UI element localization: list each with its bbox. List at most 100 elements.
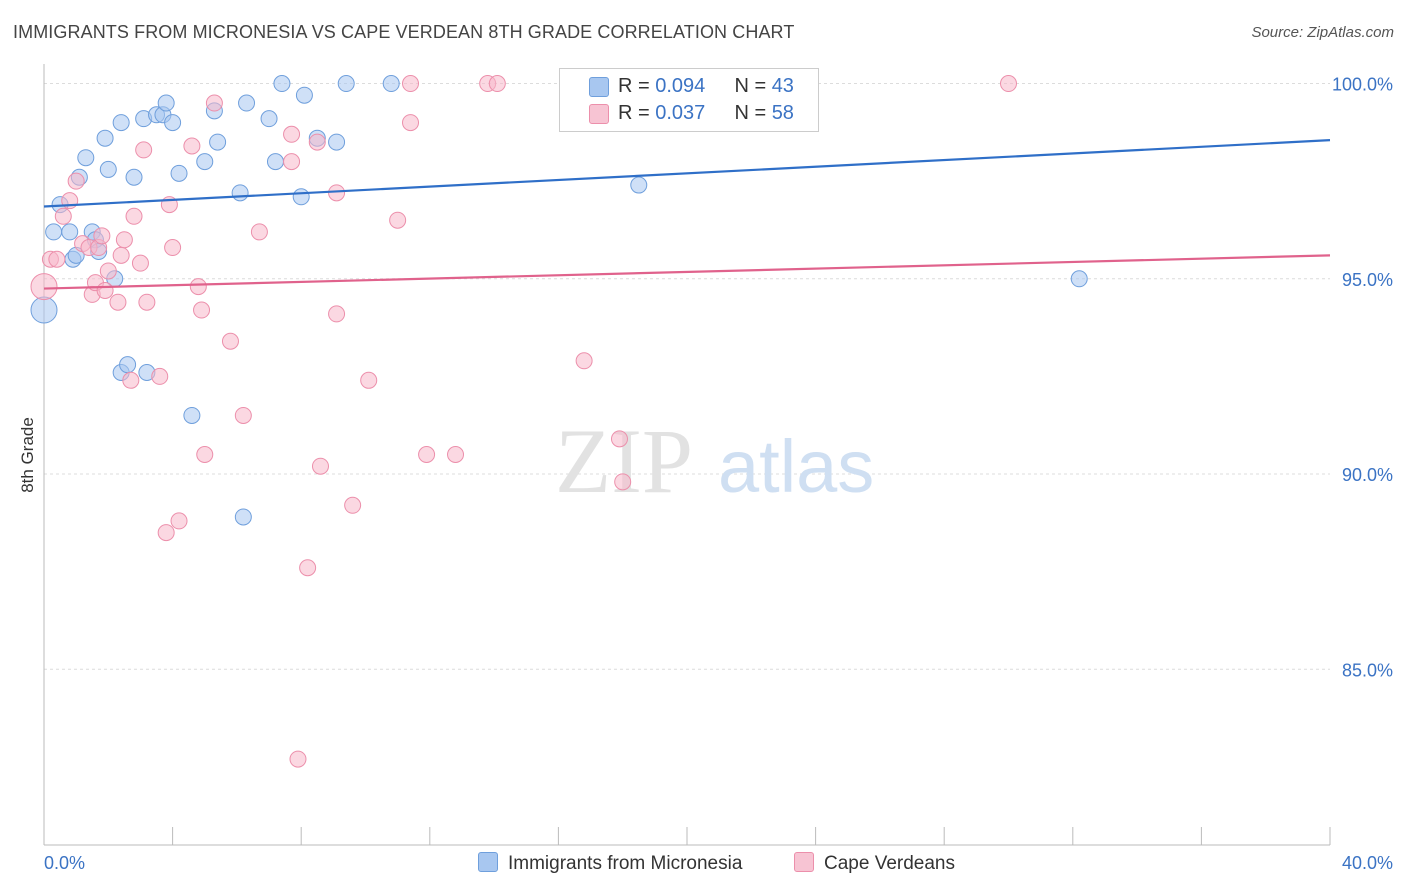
bottom-swatch-micronesia bbox=[478, 852, 498, 872]
data-point-micronesia bbox=[99, 160, 117, 178]
data-point-micronesia bbox=[266, 153, 284, 171]
data-point-micronesia bbox=[295, 86, 313, 104]
trend-lines bbox=[43, 139, 1331, 290]
data-point-cape-verdean bbox=[115, 231, 133, 249]
data-point-cape-verdean bbox=[54, 207, 72, 225]
data-point-cape-verdean bbox=[131, 254, 149, 272]
data-point-cape-verdean bbox=[328, 184, 346, 202]
data-point-micronesia bbox=[196, 153, 214, 171]
data-point-cape-verdean bbox=[164, 239, 182, 257]
data-point-cape-verdean bbox=[311, 457, 329, 475]
data-point-cape-verdean bbox=[488, 75, 506, 93]
data-point-micronesia bbox=[164, 114, 182, 132]
y-axis-label: 8th Grade bbox=[18, 417, 37, 493]
data-point-micronesia bbox=[170, 164, 188, 182]
data-point-cape-verdean bbox=[418, 446, 436, 463]
data-point-cape-verdean bbox=[610, 430, 628, 448]
data-point-cape-verdean bbox=[360, 371, 378, 389]
bottom-legend-cape-verdean: Cape Verdeans bbox=[794, 852, 955, 875]
data-point-cape-verdean bbox=[125, 207, 143, 225]
data-point-micronesia bbox=[292, 188, 310, 206]
data-point-micronesia bbox=[125, 168, 143, 186]
data-point-cape-verdean bbox=[30, 273, 58, 301]
trend-line-micronesia bbox=[43, 139, 1331, 208]
data-point-cape-verdean bbox=[170, 512, 188, 530]
data-point-micronesia bbox=[45, 223, 63, 241]
y-tick-label: 90.0% bbox=[1342, 465, 1393, 485]
data-point-micronesia bbox=[337, 75, 355, 93]
chart-source: Source: ZipAtlas.com bbox=[1251, 24, 1394, 41]
data-point-micronesia bbox=[328, 133, 346, 151]
data-point-micronesia bbox=[273, 75, 291, 93]
data-point-micronesia bbox=[630, 176, 648, 194]
watermark-atlas: atlas bbox=[718, 425, 874, 508]
data-point-cape-verdean bbox=[67, 172, 85, 190]
data-point-cape-verdean bbox=[93, 227, 111, 245]
data-point-micronesia bbox=[382, 75, 400, 93]
legend-row-cape-verdean: R = 0.037 N = 58 bbox=[618, 102, 794, 125]
legend-row-micronesia: R = 0.094 N = 43 bbox=[618, 75, 794, 98]
bottom-legend-micronesia: Immigrants from Micronesia bbox=[478, 852, 742, 875]
data-point-cape-verdean bbox=[109, 293, 127, 311]
data-point-micronesia bbox=[119, 356, 137, 374]
grid-lines bbox=[44, 83, 1330, 670]
data-point-cape-verdean bbox=[205, 94, 223, 112]
x-tick-label: 0.0% bbox=[44, 853, 85, 873]
data-point-cape-verdean bbox=[344, 496, 362, 514]
watermark: ZIP atlas bbox=[555, 410, 874, 512]
legend-swatch-micronesia bbox=[589, 77, 609, 97]
legend-n-label: N = bbox=[734, 75, 772, 97]
data-point-cape-verdean bbox=[135, 141, 153, 159]
data-point-cape-verdean bbox=[402, 75, 420, 93]
data-point-micronesia bbox=[234, 508, 252, 526]
data-point-micronesia bbox=[112, 114, 130, 132]
data-point-cape-verdean bbox=[447, 446, 465, 463]
data-point-cape-verdean bbox=[234, 406, 252, 424]
legend-n-value: 43 bbox=[771, 75, 794, 97]
stats-legend: R = 0.094 N = 43 R = 0.037 N = 58 bbox=[559, 68, 819, 132]
data-point-cape-verdean bbox=[96, 281, 114, 299]
data-point-cape-verdean bbox=[283, 153, 301, 171]
data-point-cape-verdean bbox=[283, 125, 301, 143]
watermark-zip: ZIP bbox=[555, 410, 693, 512]
legend-swatch-cape-verdean bbox=[589, 104, 609, 124]
data-point-micronesia bbox=[157, 94, 175, 112]
x-tick-label: 40.0% bbox=[1342, 853, 1393, 873]
data-point-micronesia bbox=[209, 133, 227, 151]
legend-n-label: N = bbox=[734, 102, 772, 124]
data-point-micronesia bbox=[260, 110, 278, 128]
legend-r-label: R = bbox=[618, 75, 656, 97]
data-point-cape-verdean bbox=[308, 133, 326, 151]
bottom-legend-label: Cape Verdeans bbox=[824, 853, 955, 874]
data-point-cape-verdean bbox=[138, 293, 156, 311]
trend-line-cape-verdean bbox=[43, 254, 1331, 290]
tick-labels: 100.0% 95.0% 90.0% 85.0% 0.0% 40.0% bbox=[44, 75, 1393, 873]
data-point-cape-verdean bbox=[614, 473, 632, 491]
y-tick-label: 100.0% bbox=[1332, 75, 1393, 95]
data-point-cape-verdean bbox=[299, 559, 317, 577]
legend-n-value: 58 bbox=[771, 102, 794, 124]
data-point-cape-verdean bbox=[157, 524, 175, 542]
data-point-micronesia bbox=[231, 184, 249, 202]
data-point-cape-verdean bbox=[402, 114, 420, 132]
data-point-cape-verdean bbox=[289, 750, 307, 768]
data-points bbox=[30, 75, 1088, 768]
data-point-micronesia bbox=[96, 129, 114, 147]
data-point-cape-verdean bbox=[196, 446, 214, 463]
data-point-cape-verdean bbox=[112, 246, 130, 264]
legend-r-label: R = bbox=[618, 102, 656, 124]
data-point-cape-verdean bbox=[221, 332, 239, 350]
data-point-cape-verdean bbox=[575, 352, 593, 370]
legend-r-value: 0.094 bbox=[655, 75, 706, 97]
legend-r-value: 0.037 bbox=[655, 102, 706, 124]
data-point-cape-verdean bbox=[193, 301, 211, 319]
data-point-micronesia bbox=[238, 94, 256, 112]
data-point-micronesia bbox=[183, 406, 201, 424]
bottom-legend-label: Immigrants from Micronesia bbox=[508, 853, 743, 874]
data-point-cape-verdean bbox=[189, 278, 207, 296]
chart-title: IMMIGRANTS FROM MICRONESIA VS CAPE VERDE… bbox=[13, 22, 795, 42]
y-tick-label: 85.0% bbox=[1342, 660, 1393, 680]
y-tick-label: 95.0% bbox=[1342, 270, 1393, 290]
data-point-micronesia bbox=[30, 296, 58, 324]
